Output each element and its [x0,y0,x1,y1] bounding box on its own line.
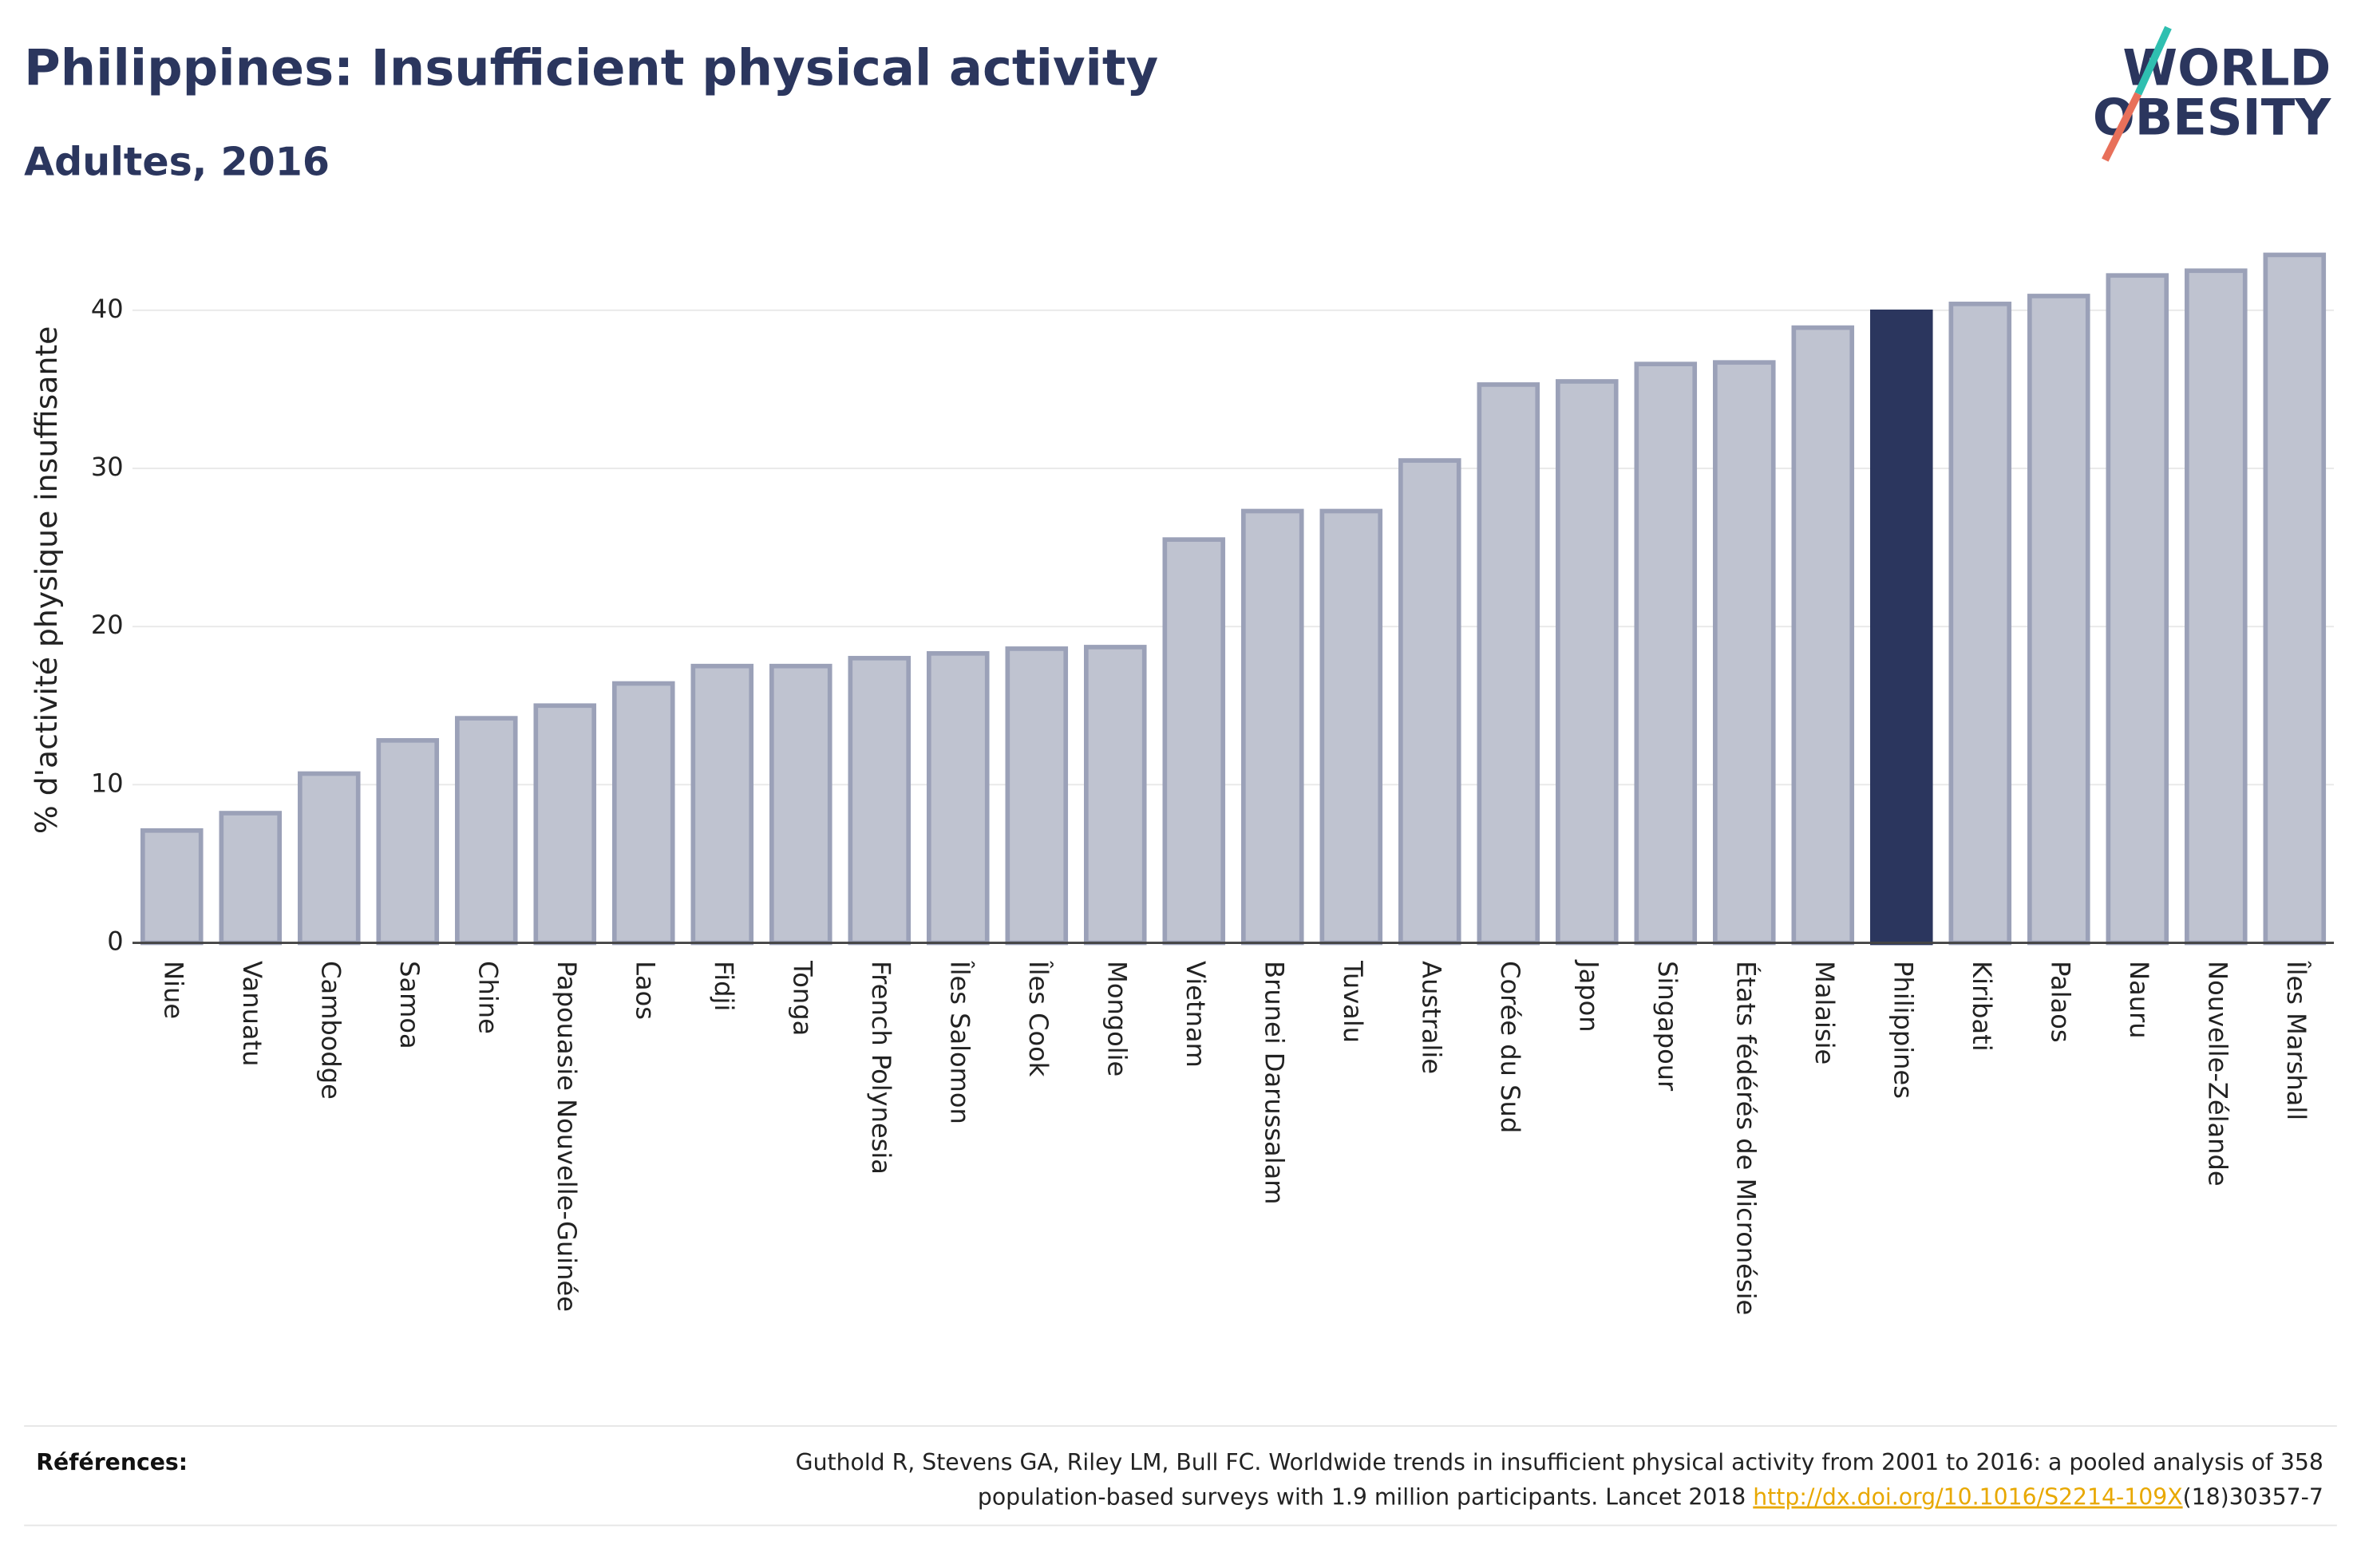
x-tick-label: Mongolie [1101,961,1132,1076]
x-tick-label: Îles Marshall [2281,960,2312,1120]
x-tick-label: Îles Salomon [944,960,975,1124]
y-axis-title: % d'activité physique insuffisante [29,326,64,834]
x-tick-label: Fidji [709,961,739,1011]
bar [926,651,990,946]
reference-text: population-based surveys with 1.9 millio… [978,1484,1753,1511]
bar [297,771,361,946]
bar [1005,646,1069,946]
logo-slash [2102,92,2142,162]
bar [1477,382,1540,946]
x-tick-label: Australie [1416,961,1446,1074]
bar [1948,302,2012,946]
bar [848,655,912,946]
bar [1241,508,1304,946]
reference-text: (18)30357-7 [2183,1484,2323,1511]
bar [2185,268,2248,946]
x-tick-label: Nauru [2124,961,2154,1038]
x-tick-label: Vanuatu [237,961,267,1066]
y-tick-label: 30 [91,452,124,482]
x-tick-label: French Polynesia [866,961,896,1175]
bar [376,738,440,946]
bar [1162,537,1226,946]
x-tick-label: Corée du Sud [1495,961,1525,1133]
bar [1556,379,1619,946]
x-tick-label: Niue [158,961,188,1019]
bar [2106,273,2169,946]
y-tick-label: 0 [107,926,123,957]
x-tick-label: Laos [630,961,660,1020]
bar [1634,361,1698,946]
chart-title: Philippines: Insufficient physical activ… [24,38,1158,97]
bar [219,811,283,946]
x-tick-label: Singapour [1652,961,1683,1092]
bar [690,663,754,946]
bar [1870,309,1933,946]
x-tick-label: Brunei Darussalam [1259,961,1289,1204]
bar [769,663,832,946]
bar [533,703,597,946]
bar [1713,360,1776,946]
x-tick-label: Papouasie Nouvelle-Guinée [552,961,582,1312]
bar [2027,294,2090,946]
logo-slash [2134,26,2172,96]
x-tick-label: Tuvalu [1338,960,1368,1043]
bar [611,681,675,946]
y-tick-label: 10 [91,768,124,798]
x-tick-label: Kiribati [1967,961,1997,1052]
bar [1791,325,1855,946]
plot-area: 0 10 20 30 40 Niue Vanuatu Cambodge Samoa Chine Pa… [91,252,2335,1315]
x-tick-label: Samoa [394,961,425,1049]
y-tick-label: 40 [91,294,124,324]
bar [140,827,204,946]
bar [1319,508,1383,946]
x-tick-label: Vietnam [1180,961,1211,1068]
bar [454,716,518,946]
x-tick-label: États fédérés de Micronésie [1730,961,1761,1315]
y-tick-label: 20 [91,610,124,640]
x-tick-label: Japon [1573,959,1604,1032]
x-tick-label: Palaos [2045,961,2075,1042]
reference-text: population-based surveys with 1.9 millio… [978,1484,2323,1511]
x-tick-label: Tonga [787,960,817,1036]
chart-subtitle: Adultes, 2016 [24,139,330,185]
x-tick-label: Cambodge [315,961,346,1100]
bar [2263,252,2327,946]
logo: WORLD OBESITY [2093,26,2331,162]
x-tick-label: Malaisie [1809,961,1840,1064]
x-tick-label: Nouvelle-Zélande [2202,961,2232,1186]
bar [1083,645,1147,946]
x-tick-label: Chine [473,961,503,1034]
bar [1398,458,1461,946]
x-tick-label: Philippines [1888,961,1918,1099]
reference-text: Guthold R, Stevens GA, Riley LM, Bull FC… [796,1449,2323,1475]
reference-link[interactable]: http://dx.doi.org/10.1016/S2214-109X [1753,1484,2182,1511]
x-tick-label: Îles Cook [1023,960,1054,1077]
references-label: Références: [36,1449,188,1475]
